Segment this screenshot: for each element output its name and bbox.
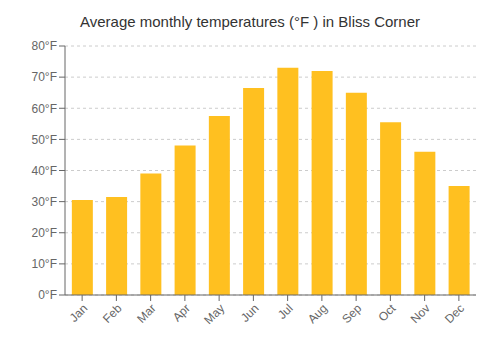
svg-text:Mar: Mar [134, 301, 159, 326]
svg-text:Oct: Oct [375, 301, 399, 325]
html-text:Average monthly temperatures (: Average monthly temperatures (°F ) in Bl… [80, 13, 420, 30]
svg-text:Jun: Jun [238, 301, 262, 325]
svg-text:70°F: 70°F [32, 70, 57, 84]
svg-text:10°F: 10°F [32, 257, 57, 271]
svg-text:40°F: 40°F [32, 164, 57, 178]
svg-text:Aug: Aug [305, 301, 330, 326]
svg-text:Dec: Dec [442, 301, 467, 326]
svg-text:30°F: 30°F [32, 195, 57, 209]
svg-text:80°F: 80°F [32, 39, 57, 53]
svg-text:Feb: Feb [100, 301, 125, 326]
svg-text:0°F: 0°F [38, 288, 57, 302]
svg-text:50°F: 50°F [32, 133, 57, 147]
svg-text:Sep: Sep [339, 301, 364, 326]
svg-text:Apr: Apr [170, 301, 193, 324]
svg-text:Jan: Jan [67, 301, 91, 325]
svg-text:Jul: Jul [275, 301, 296, 322]
svg-text:Nov: Nov [408, 301, 433, 326]
svg-text:May: May [201, 301, 227, 327]
svg-text:60°F: 60°F [32, 102, 57, 116]
svg-text:20°F: 20°F [32, 226, 57, 240]
